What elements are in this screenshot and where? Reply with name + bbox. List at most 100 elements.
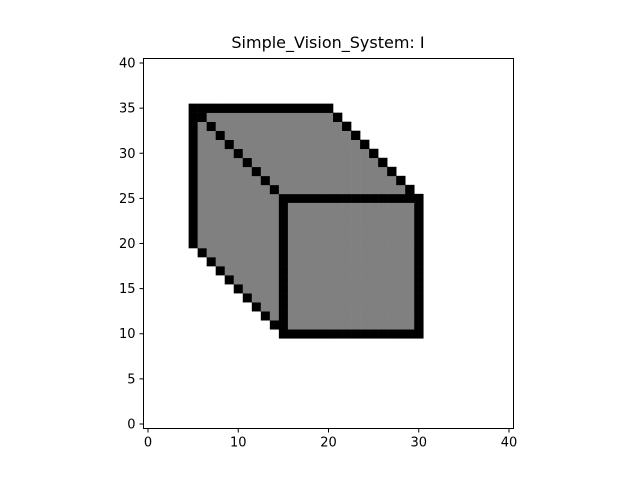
cube-face-pixel bbox=[323, 248, 334, 258]
cube-face-pixel bbox=[215, 139, 226, 150]
cube-face-pixel bbox=[360, 175, 370, 186]
cube-face-pixel bbox=[314, 248, 325, 258]
cube-face-pixel bbox=[269, 311, 280, 321]
cube-edge-pixel bbox=[378, 193, 388, 204]
cube-face-pixel bbox=[305, 157, 316, 168]
cube-face-pixel bbox=[269, 157, 280, 168]
cube-edge-pixel bbox=[188, 166, 198, 177]
cube-face-pixel bbox=[269, 121, 280, 131]
cube-face-pixel bbox=[396, 211, 406, 222]
cube-face-pixel bbox=[314, 257, 325, 267]
cube-face-pixel bbox=[396, 220, 406, 231]
cube-face-pixel bbox=[387, 202, 397, 213]
cube-face-pixel bbox=[405, 220, 415, 231]
cube-face-pixel bbox=[314, 157, 325, 168]
cube-face-pixel bbox=[206, 175, 216, 186]
cube-face-pixel bbox=[242, 112, 253, 122]
cube-face-pixel bbox=[251, 211, 262, 222]
cube-face-pixel bbox=[333, 229, 343, 240]
cube-face-pixel bbox=[242, 184, 253, 195]
cube-face-pixel bbox=[260, 229, 271, 240]
cube-face-pixel bbox=[260, 266, 271, 276]
cube-face-pixel bbox=[314, 229, 325, 240]
cube-face-pixel bbox=[269, 175, 280, 186]
cube-edge-pixel bbox=[278, 229, 289, 240]
cube-face-pixel bbox=[342, 148, 352, 159]
cube-edge-pixel bbox=[360, 329, 370, 339]
cube-face-pixel bbox=[387, 229, 397, 240]
cube-face-pixel bbox=[387, 302, 397, 312]
cube-face-pixel bbox=[305, 238, 316, 249]
cube-face-pixel bbox=[215, 121, 226, 131]
cube-face-pixel bbox=[360, 311, 370, 321]
cube-face-pixel bbox=[224, 193, 235, 204]
cube-face-pixel bbox=[260, 202, 271, 213]
cube-face-pixel bbox=[269, 293, 280, 303]
cube-face-pixel bbox=[287, 238, 298, 249]
cube-face-pixel bbox=[278, 139, 289, 150]
cube-face-pixel bbox=[233, 229, 244, 240]
cube-edge-pixel bbox=[414, 284, 424, 294]
cube-face-pixel bbox=[333, 121, 343, 131]
y-tick-label: 25 bbox=[119, 192, 136, 207]
cube-edge-pixel bbox=[278, 103, 289, 113]
cube-face-pixel bbox=[305, 211, 316, 222]
cube-face-pixel bbox=[233, 248, 244, 258]
cube-edge-pixel bbox=[188, 157, 198, 168]
cube-face-pixel bbox=[360, 248, 370, 258]
cube-face-pixel bbox=[251, 112, 262, 122]
cube-edge-pixel bbox=[215, 266, 226, 276]
cube-face-pixel bbox=[396, 311, 406, 321]
cube-face-pixel bbox=[387, 184, 397, 195]
cube-edge-pixel bbox=[342, 121, 352, 131]
cube-face-pixel bbox=[387, 211, 397, 222]
cube-edge-pixel bbox=[215, 103, 226, 113]
cube-edge-pixel bbox=[278, 266, 289, 276]
cube-face-pixel bbox=[360, 275, 370, 285]
cube-face-pixel bbox=[387, 175, 397, 186]
cube-face-pixel bbox=[206, 184, 216, 195]
cube-face-pixel bbox=[269, 202, 280, 213]
cube-face-pixel bbox=[296, 130, 307, 141]
cube-edge-pixel bbox=[405, 193, 415, 204]
cube-face-pixel bbox=[296, 302, 307, 312]
cube-face-pixel bbox=[342, 320, 352, 330]
cube-face-pixel bbox=[206, 148, 216, 159]
cube-face-pixel bbox=[405, 293, 415, 303]
cube-face-pixel bbox=[305, 148, 316, 159]
cube-face-pixel bbox=[333, 202, 343, 213]
cube-face-pixel bbox=[296, 229, 307, 240]
cube-face-pixel bbox=[305, 220, 316, 231]
cube-face-pixel bbox=[197, 193, 207, 204]
cube-face-pixel bbox=[251, 193, 262, 204]
cube-face-pixel bbox=[251, 284, 262, 294]
cube-face-pixel bbox=[269, 139, 280, 150]
cube-face-pixel bbox=[396, 238, 406, 249]
cube-face-pixel bbox=[305, 229, 316, 240]
cube-face-pixel bbox=[333, 266, 343, 276]
cube-face-pixel bbox=[278, 184, 289, 195]
cube-edge-pixel bbox=[414, 229, 424, 240]
cube-face-pixel bbox=[260, 139, 271, 150]
cube-face-pixel bbox=[405, 311, 415, 321]
cube-face-pixel bbox=[314, 130, 325, 141]
cube-edge-pixel bbox=[278, 302, 289, 312]
cube-edge-pixel bbox=[378, 157, 388, 168]
cube-face-pixel bbox=[278, 148, 289, 159]
cube-face-pixel bbox=[215, 148, 226, 159]
cube-face-pixel bbox=[333, 248, 343, 258]
cube-edge-pixel bbox=[323, 193, 334, 204]
cube-face-pixel bbox=[351, 238, 361, 249]
cube-face-pixel bbox=[396, 248, 406, 258]
cube-face-pixel bbox=[260, 157, 271, 168]
cube-face-pixel bbox=[242, 248, 253, 258]
cube-edge-pixel bbox=[260, 175, 271, 186]
cube-face-pixel bbox=[260, 248, 271, 258]
cube-face-pixel bbox=[269, 211, 280, 222]
cube-face-pixel bbox=[323, 202, 334, 213]
cube-face-pixel bbox=[378, 220, 388, 231]
cube-face-pixel bbox=[287, 175, 298, 186]
image-layer bbox=[188, 103, 424, 339]
cube-edge-pixel bbox=[188, 211, 198, 222]
cube-edge-pixel bbox=[278, 311, 289, 321]
